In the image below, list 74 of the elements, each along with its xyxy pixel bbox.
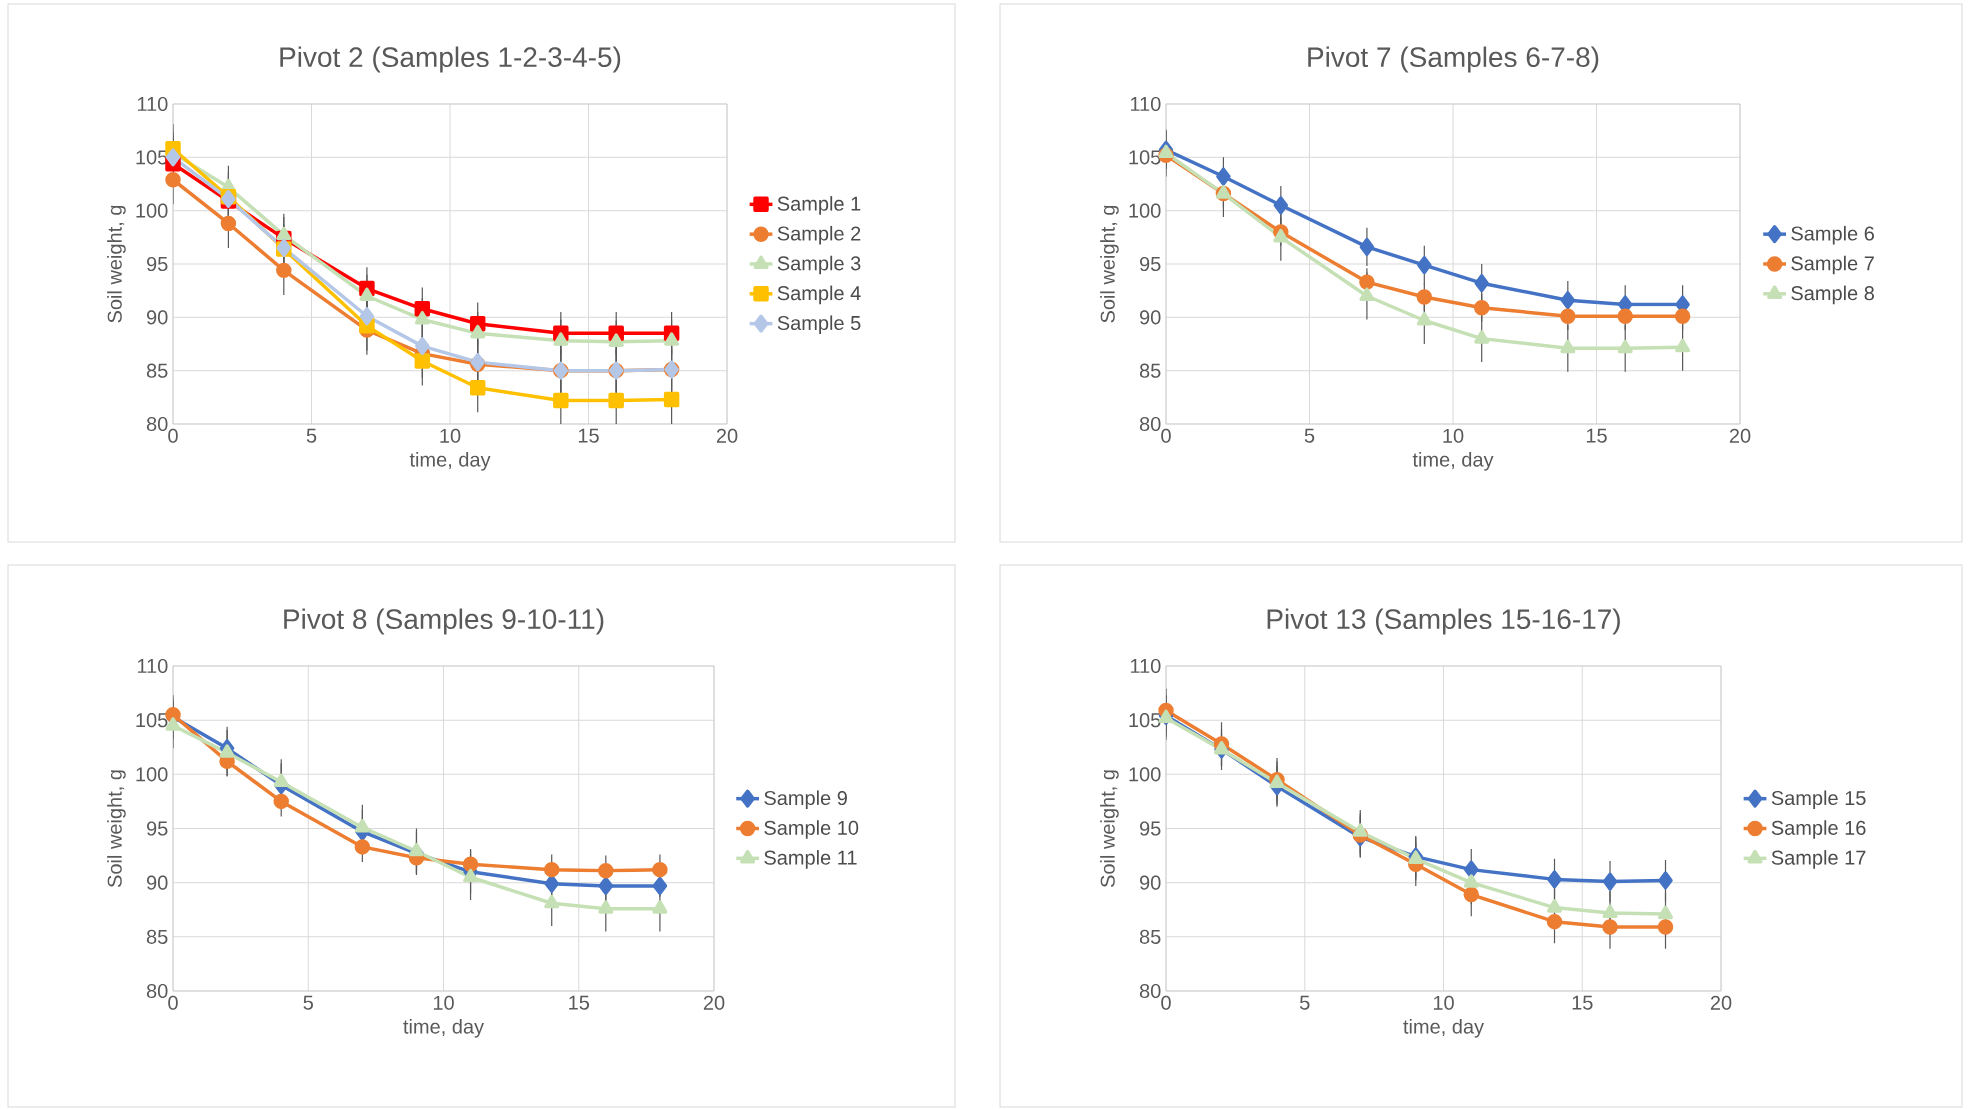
legend-label: Sample 17 (1771, 850, 1866, 869)
legend-label: Sample 6 (1791, 225, 1874, 245)
y-tick-label: 80 (1139, 983, 1161, 999)
chart-title: Pivot 2 (Samples 1-2-3-4-5) (280, 46, 621, 73)
x-tick-label: 5 (1304, 428, 1315, 443)
chart-title: Pivot 7 (Samples 6-7-8) (1308, 46, 1599, 73)
y-tick-label: 80 (146, 416, 168, 432)
y-tick-label: 110 (1130, 96, 1161, 112)
y-axis-title: Soil weight, g (1100, 205, 1119, 323)
legend-label: Sample 10 (764, 820, 859, 839)
y-tick-label: 110 (1130, 658, 1161, 674)
y-tick-label: 85 (1139, 929, 1161, 944)
legend-label: Sample 9 (764, 790, 847, 810)
legend-label: Sample 5 (777, 315, 861, 335)
chart-title: Pivot 13 (Samples 15-16-17) (1267, 608, 1620, 635)
legend-label: Sample 4 (777, 285, 861, 305)
y-tick-label: 110 (137, 658, 168, 674)
y-tick-label: 90 (147, 310, 168, 325)
x-tick-label: 10 (1443, 428, 1464, 443)
y-tick-label: 95 (1140, 821, 1161, 836)
x-tick-label: 20 (1710, 995, 1732, 1010)
y-tick-label: 105 (136, 150, 168, 165)
x-tick-label: 0 (168, 428, 178, 443)
x-tick-label: 5 (303, 995, 313, 1010)
y-tick-label: 85 (1139, 363, 1161, 378)
legend-label: Sample 7 (1791, 255, 1874, 275)
legend-label: Sample 11 (764, 850, 857, 869)
chart-title: Pivot 8 (Samples 9-10-11) (284, 608, 604, 635)
y-tick-label: 100 (1129, 767, 1161, 782)
x-tick-label: 0 (1161, 995, 1171, 1010)
y-tick-label: 110 (137, 96, 168, 112)
y-tick-label: 80 (146, 983, 168, 999)
x-tick-label: 5 (306, 428, 317, 443)
x-tick-label: 20 (1729, 428, 1751, 443)
y-tick-label: 90 (147, 875, 168, 890)
x-tick-label: 20 (703, 995, 725, 1010)
y-tick-label: 100 (1129, 203, 1161, 218)
y-tick-label: 105 (1129, 713, 1161, 728)
y-tick-label: 105 (136, 713, 168, 728)
y-tick-label: 105 (1129, 150, 1161, 165)
y-tick-label: 85 (146, 929, 168, 944)
x-tick-label: 5 (1300, 995, 1310, 1010)
x-tick-label: 10 (433, 995, 454, 1010)
x-tick-label: 15 (578, 428, 599, 443)
x-axis-title: time, day (1403, 1019, 1485, 1038)
legend-label: Sample 8 (1791, 285, 1874, 305)
y-tick-label: 95 (147, 256, 168, 272)
y-tick-label: 80 (1139, 416, 1161, 432)
y-tick-label: 100 (136, 203, 168, 218)
x-tick-label: 10 (1433, 995, 1454, 1010)
y-axis-title: Soil weight, g (107, 770, 126, 888)
y-tick-label: 95 (147, 821, 168, 836)
legend-label: Sample 2 (777, 225, 861, 245)
x-tick-label: 10 (440, 428, 461, 443)
y-tick-label: 95 (1140, 256, 1161, 272)
y-axis-title: Soil weight, g (1100, 770, 1119, 888)
x-axis-title: time, day (1412, 452, 1494, 471)
y-tick-label: 90 (1140, 875, 1161, 890)
x-axis-title: time, day (403, 1019, 485, 1038)
x-axis-title: time, day (409, 452, 491, 471)
y-axis-title: Soil weight, g (107, 205, 126, 323)
y-tick-label: 90 (1140, 310, 1161, 325)
x-tick-label: 15 (1586, 428, 1607, 443)
x-tick-label: 20 (716, 428, 738, 443)
legend-label: Sample 15 (1771, 790, 1866, 810)
x-tick-label: 0 (168, 995, 178, 1010)
legend-label: Sample 1 (777, 196, 861, 215)
y-tick-label: 100 (136, 767, 168, 782)
legend-label: Sample 3 (777, 255, 861, 275)
x-tick-label: 15 (569, 995, 590, 1010)
x-tick-label: 15 (1572, 995, 1593, 1010)
legend-label: Sample 16 (1771, 820, 1866, 839)
y-tick-label: 85 (146, 363, 168, 378)
x-tick-label: 0 (1161, 428, 1171, 443)
